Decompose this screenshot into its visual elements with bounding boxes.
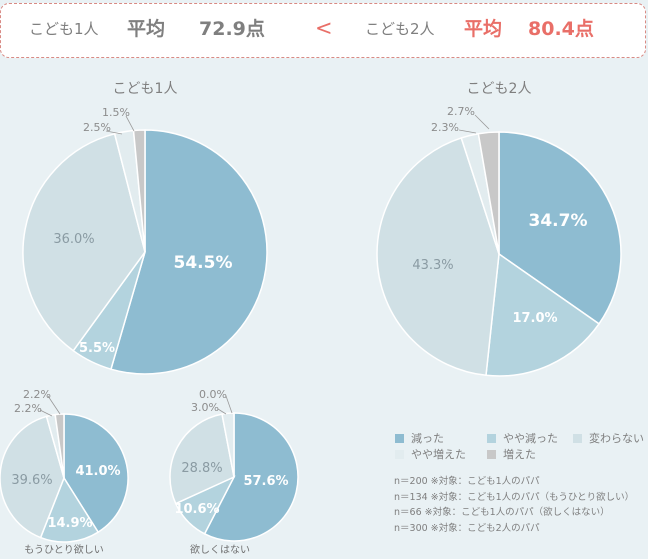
banner-left-avg-label: 平均 (127, 18, 166, 40)
pie4-leader-line (217, 408, 227, 415)
pie2-slice-unchanged (376, 137, 500, 377)
pie3-label-decreased: 41.0% (75, 464, 120, 479)
pie1-leader-line (125, 115, 135, 132)
pie3-label-unchanged: 39.6% (11, 473, 52, 488)
pie2-slice-decreased (498, 131, 622, 325)
banner-comparator: < (315, 16, 333, 40)
pie2-slice-increased (477, 131, 500, 255)
pie3-slice-increased (54, 413, 65, 479)
pie4-title: 欲しくはない (190, 543, 250, 556)
pie3-label-slightly-decreased: 14.9% (47, 516, 92, 531)
legend-swatch-increased (487, 449, 496, 459)
note-line: n＝300 ※対象：こども2人のパパ (394, 522, 540, 534)
pie1-label-slightly-decreased: 5.5% (79, 341, 115, 356)
pie2-label-decreased: 34.7% (529, 211, 588, 231)
pie1-label-decreased: 54.5% (174, 253, 233, 273)
pie4-label-unchanged: 28.8% (181, 461, 222, 476)
pie1-label-increased: 1.5% (102, 106, 130, 119)
banner-right-label: こども2人 (365, 20, 435, 38)
pie2-slice-slightly-decreased (485, 252, 601, 377)
pie3-title: もうひとり欲しい (24, 543, 103, 556)
pie4-label-slightly-increased: 3.0% (191, 401, 219, 414)
pie1-label-unchanged: 36.0% (53, 232, 94, 247)
pie4-leader-line (225, 395, 233, 414)
pie2-title: こども2人 (467, 81, 532, 97)
pie3-slice-slightly-decreased (39, 476, 100, 543)
pie1-label-slightly-increased: 2.5% (83, 121, 111, 134)
legend-label-decreased: 減った (411, 432, 444, 445)
pie2-leader-line (458, 129, 477, 134)
pie2-label-increased: 2.7% (447, 105, 475, 118)
pie3-leader-line (47, 395, 61, 415)
pie2-leader-line (474, 114, 490, 130)
sample-notes: n＝200 ※対象：こども1人のパパ n＝134 ※対象：こども1人のパパ（もう… (394, 474, 634, 536)
legend-swatch-unchanged (573, 433, 582, 443)
banner-right-value: 80.4点 (528, 18, 594, 40)
pie4-slice-unchanged (169, 413, 235, 505)
banner-left-value: 72.9点 (199, 18, 265, 40)
pie1-slice-decreased (110, 129, 268, 375)
legend-item-slightly-increased: やや増えた (395, 446, 466, 462)
pie4-slice-slightly-increased (221, 412, 235, 478)
banner-left-label: こども1人 (29, 20, 99, 38)
legend-item-slightly-decreased: やや減った (487, 430, 558, 446)
legend-item-decreased: 減った (395, 430, 444, 446)
pie3-slice-unchanged (0, 415, 65, 539)
legend-swatch-slightly-increased (395, 449, 404, 459)
legend-swatch-slightly-decreased (487, 433, 496, 443)
legend-label-slightly-decreased: やや減った (503, 432, 558, 445)
pie2-label-slightly-increased: 2.3% (431, 121, 459, 134)
banner-right-avg-label: 平均 (464, 18, 503, 40)
note-line: n＝66 ※対象：こども1人のパパ（欲しくはない） (394, 507, 610, 518)
pie3-label-increased: 2.2% (23, 388, 51, 401)
pie1-leader-line (105, 130, 123, 135)
legend-label-increased: 増えた (503, 448, 536, 461)
pie1-slice-unchanged (22, 132, 146, 352)
summary-banner: こども1人 平均 72.9点 < こども2人 平均 80.4点 (0, 3, 646, 58)
pie2-label-unchanged: 43.3% (412, 258, 453, 273)
legend-item-increased: 増えた (487, 446, 536, 462)
pie3-leader-line (39, 409, 53, 417)
pie4-label-decreased: 57.6% (243, 474, 288, 489)
pie2-label-slightly-decreased: 17.0% (512, 311, 557, 326)
note-line: n＝200 ※対象：こども1人のパパ (394, 476, 540, 487)
pie1-title: こども1人 (113, 81, 178, 97)
pie3-label-slightly-increased: 2.2% (14, 402, 42, 415)
legend-label-slightly-increased: やや増えた (411, 448, 466, 461)
legend-swatch-decreased (395, 433, 404, 443)
pie4-slice-decreased (203, 412, 299, 542)
pie4-label-increased: 0.0% (199, 388, 227, 401)
legend-item-unchanged: 変わらない (573, 430, 644, 446)
note-line: n＝134 ※対象：こども1人のパパ（もうひとり欲しい） (394, 491, 635, 503)
pie4-label-slightly-decreased: 10.6% (174, 502, 219, 517)
legend-label-unchanged: 変わらない (589, 432, 644, 445)
